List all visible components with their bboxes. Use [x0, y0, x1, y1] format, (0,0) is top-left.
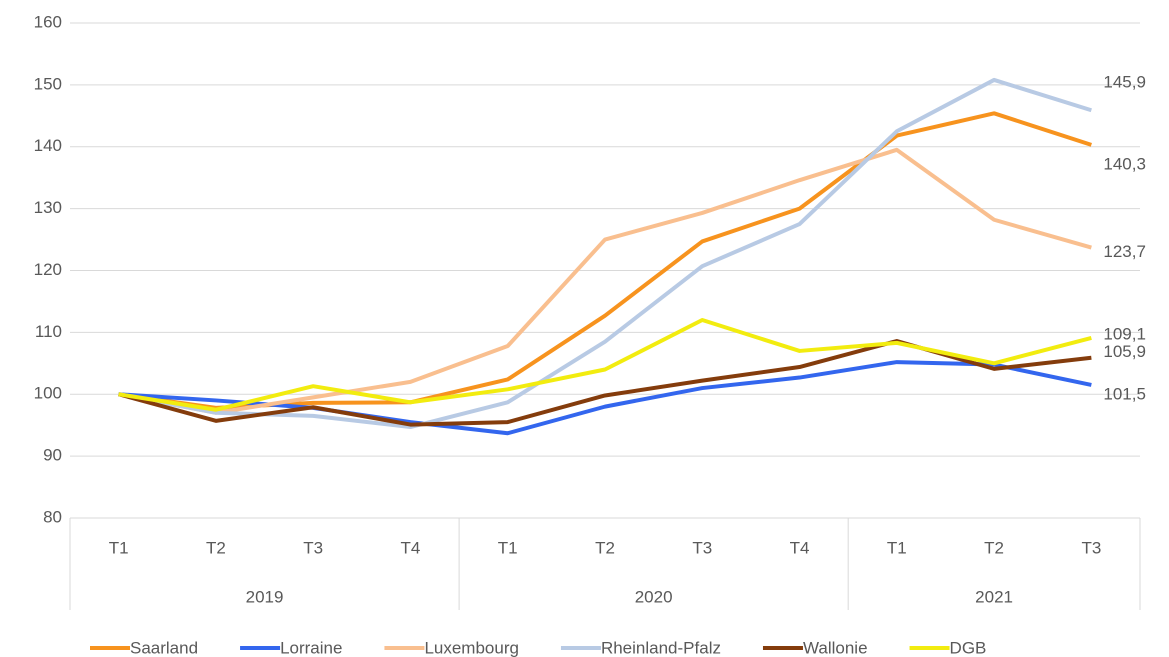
x-group-label: 2020	[635, 587, 673, 606]
legend-label: Lorraine	[280, 638, 342, 657]
data-label: 105,9	[1103, 342, 1146, 361]
data-label: 101,5	[1103, 384, 1146, 403]
y-tick-label: 80	[43, 507, 62, 526]
x-group-label: 2021	[975, 587, 1013, 606]
x-tick-label: T1	[109, 538, 129, 557]
data-label: 140,3	[1103, 154, 1146, 173]
legend-label: Rheinland-Pfalz	[601, 638, 721, 657]
y-tick-label: 150	[34, 74, 62, 93]
y-tick-label: 160	[34, 12, 62, 31]
legend-label: Saarland	[130, 638, 198, 657]
legend-label: Wallonie	[803, 638, 868, 657]
x-tick-label: T2	[206, 538, 226, 557]
x-tick-label: T1	[887, 538, 907, 557]
y-tick-label: 120	[34, 260, 62, 279]
y-tick-label: 130	[34, 198, 62, 217]
x-tick-label: T4	[401, 538, 421, 557]
series-line	[118, 360, 1092, 436]
x-tick-label: T1	[498, 538, 518, 557]
y-tick-label: 140	[34, 136, 62, 155]
data-label: 145,9	[1103, 73, 1146, 92]
series-line	[118, 318, 1092, 412]
y-tick-label: 100	[34, 384, 62, 403]
series-line	[118, 147, 1092, 415]
x-tick-label: T2	[984, 538, 1004, 557]
y-tick-label: 110	[35, 322, 62, 341]
x-tick-label: T2	[595, 538, 615, 557]
x-tick-label: T3	[692, 538, 712, 557]
x-tick-label: T3	[303, 538, 323, 557]
legend-label: DGB	[950, 638, 987, 657]
series-line	[118, 77, 1092, 430]
y-tick-label: 90	[43, 446, 62, 465]
legend-label: Luxembourg	[424, 638, 519, 657]
data-label: 123,7	[1103, 242, 1146, 261]
x-group-label: 2019	[246, 587, 284, 606]
data-label: 109,1	[1103, 324, 1146, 343]
x-tick-label: T4	[790, 538, 810, 557]
x-tick-label: T3	[1081, 538, 1101, 557]
